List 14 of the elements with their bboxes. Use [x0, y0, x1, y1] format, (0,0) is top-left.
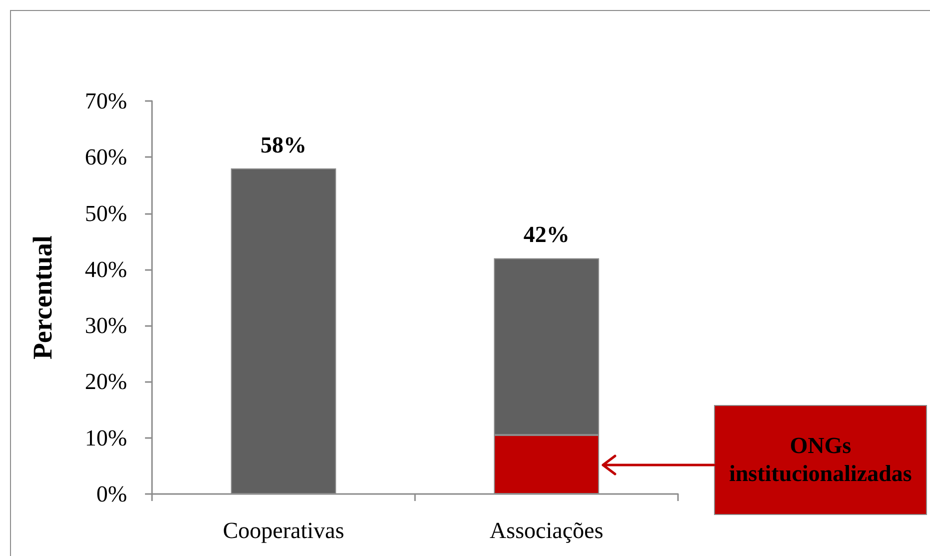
y-tick-label: 30% — [84, 313, 127, 338]
y-tick-label: 50% — [84, 200, 127, 226]
x-tick-label: Cooperativas — [222, 518, 344, 543]
y-tick-label: 0% — [96, 482, 127, 506]
y-tick-label: 60% — [84, 144, 127, 170]
x-tick-label: Associações — [490, 518, 604, 543]
y-axis-title: Percentual — [28, 235, 58, 360]
y-tick-label: 70% — [84, 88, 127, 114]
y-tick-label: 10% — [84, 425, 127, 450]
y-tick-label: 40% — [84, 256, 127, 282]
callout-box: ONGs institucionalizadas — [714, 404, 927, 515]
total-label: 58% — [260, 132, 306, 158]
y-tick-label: 20% — [84, 369, 127, 394]
total-label: 42% — [524, 222, 570, 248]
